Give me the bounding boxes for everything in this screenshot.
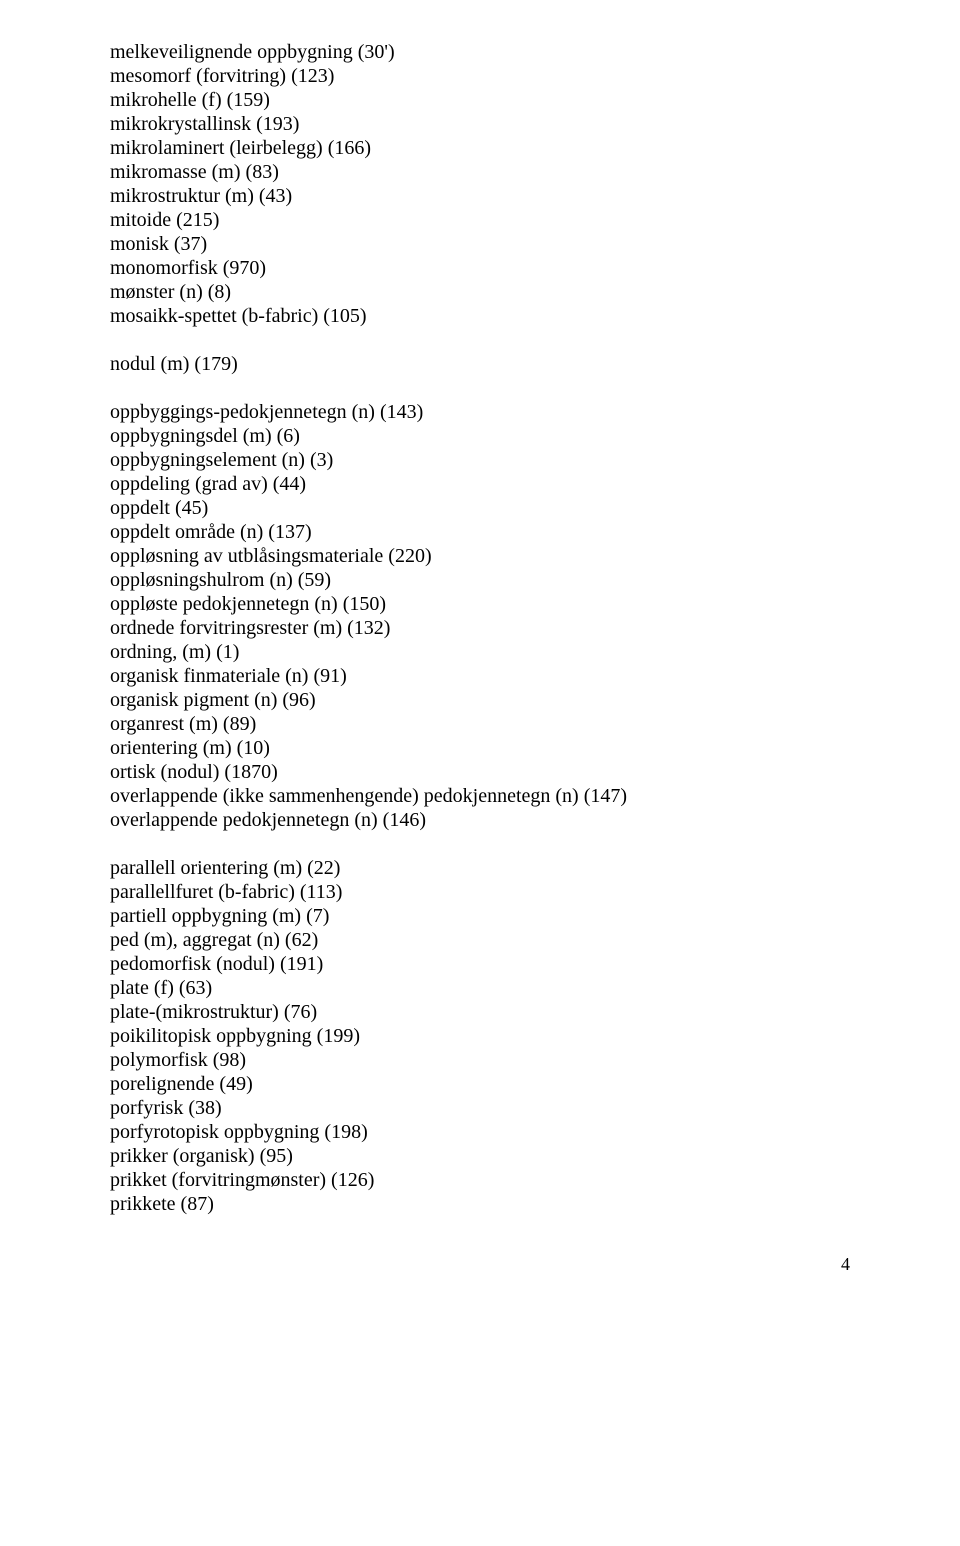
entry-line: prikkete (87) [110,1192,850,1216]
entry-line: ordnede forvitringsrester (m) (132) [110,616,850,640]
entry-line: porfyrisk (38) [110,1096,850,1120]
entry-line: oppbygningsdel (m) (6) [110,424,850,448]
entry-line: nodul (m) (179) [110,352,850,376]
document-page: melkeveilignende oppbygning (30')mesomor… [0,0,960,1336]
entry-line: monisk (37) [110,232,850,256]
entry-line: mikrokrystallinsk (193) [110,112,850,136]
entry-line: ped (m), aggregat (n) (62) [110,928,850,952]
entry-line: porfyrotopisk oppbygning (198) [110,1120,850,1144]
entry-line: organisk pigment (n) (96) [110,688,850,712]
document-content: melkeveilignende oppbygning (30')mesomor… [110,40,850,1216]
entry-line: prikker (organisk) (95) [110,1144,850,1168]
entry-line: mikrostruktur (m) (43) [110,184,850,208]
entry-line: partiell oppbygning (m) (7) [110,904,850,928]
entry-line: mosaikk-spettet (b-fabric) (105) [110,304,850,328]
entry-line: oppdelt område (n) (137) [110,520,850,544]
entry-line: mønster (n) (8) [110,280,850,304]
entry-group: nodul (m) (179) [110,352,850,376]
entry-line: organrest (m) (89) [110,712,850,736]
entry-line: mesomorf (forvitring) (123) [110,64,850,88]
entry-line: ordning, (m) (1) [110,640,850,664]
entry-line: plate (f) (63) [110,976,850,1000]
entry-line: oppløsning av utblåsingsmateriale (220) [110,544,850,568]
entry-line: mikrolaminert (leirbelegg) (166) [110,136,850,160]
entry-group: melkeveilignende oppbygning (30')mesomor… [110,40,850,328]
page-number: 4 [110,1254,850,1276]
entry-line: organisk finmateriale (n) (91) [110,664,850,688]
entry-line: mikromasse (m) (83) [110,160,850,184]
entry-line: overlappende pedokjennetegn (n) (146) [110,808,850,832]
entry-group: parallell orientering (m) (22)parallellf… [110,856,850,1216]
entry-line: parallell orientering (m) (22) [110,856,850,880]
entry-line: mikrohelle (f) (159) [110,88,850,112]
entry-line: overlappende (ikke sammenhengende) pedok… [110,784,850,808]
entry-line: prikket (forvitringmønster) (126) [110,1168,850,1192]
entry-line: orientering (m) (10) [110,736,850,760]
entry-line: oppdelt (45) [110,496,850,520]
entry-line: polymorfisk (98) [110,1048,850,1072]
entry-line: parallellfuret (b-fabric) (113) [110,880,850,904]
entry-group: oppbyggings-pedokjennetegn (n) (143)oppb… [110,400,850,832]
entry-line: poikilitopisk oppbygning (199) [110,1024,850,1048]
entry-line: mitoide (215) [110,208,850,232]
entry-line: oppløsningshulrom (n) (59) [110,568,850,592]
entry-line: pedomorfisk (nodul) (191) [110,952,850,976]
entry-line: plate-(mikrostruktur) (76) [110,1000,850,1024]
entry-line: oppdeling (grad av) (44) [110,472,850,496]
entry-line: melkeveilignende oppbygning (30') [110,40,850,64]
entry-line: porelignende (49) [110,1072,850,1096]
entry-line: monomorfisk (970) [110,256,850,280]
entry-line: oppbygningselement (n) (3) [110,448,850,472]
entry-line: ortisk (nodul) (1870) [110,760,850,784]
entry-line: oppbyggings-pedokjennetegn (n) (143) [110,400,850,424]
entry-line: oppløste pedokjennetegn (n) (150) [110,592,850,616]
